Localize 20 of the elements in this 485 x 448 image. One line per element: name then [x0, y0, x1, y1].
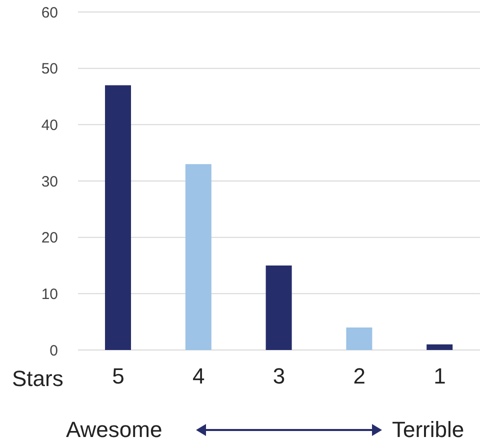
y-tick-label: 50: [41, 60, 58, 78]
text: Awesome: [66, 417, 162, 443]
x-tick-label: 2: [353, 364, 366, 389]
bar: [105, 85, 131, 350]
y-tick-label: 10: [41, 286, 58, 303]
y-tick-label: 0: [50, 342, 58, 360]
y-tick-label: 40: [41, 116, 58, 134]
bar: [346, 327, 372, 350]
bar: [185, 164, 212, 350]
x-tick-label: 5: [112, 364, 124, 389]
y-tick-label: 20: [41, 230, 58, 247]
x-tick-label: 3: [272, 364, 286, 389]
y-tick-label: 60: [41, 4, 58, 22]
bar: [266, 266, 292, 350]
y-tick-label: 30: [41, 173, 58, 190]
x-tick-label: 4: [192, 364, 205, 389]
text: Terrible: [392, 417, 464, 443]
x-axis-title: Stars: [12, 366, 64, 392]
x-tick-label: 1: [434, 364, 446, 389]
bar: [426, 344, 453, 350]
